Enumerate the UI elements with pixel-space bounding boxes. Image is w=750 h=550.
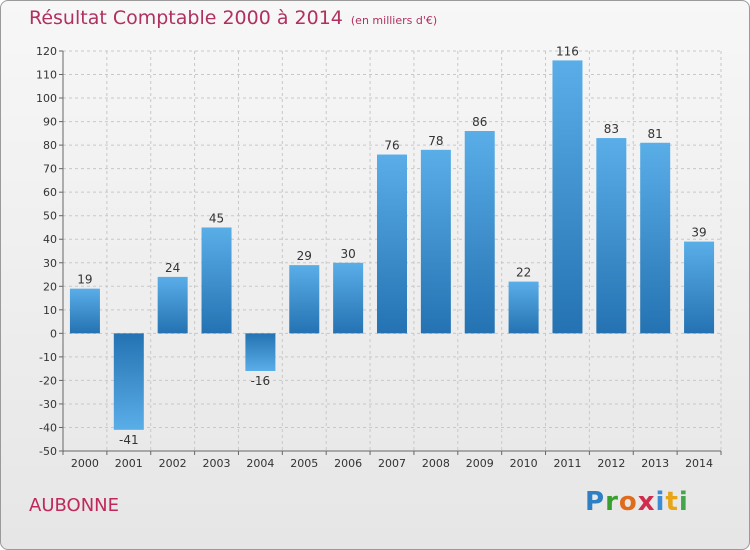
bar-2010 bbox=[508, 281, 539, 334]
x-tick-label: 2010 bbox=[510, 457, 538, 470]
bar-layer: 19 -41 24 45 -16 29 30 76 78 86 22 116 83 81 39 bbox=[69, 44, 715, 447]
y-tick-label: -30 bbox=[39, 398, 57, 411]
x-tick-label: 2002 bbox=[159, 457, 187, 470]
x-tick-label: 2012 bbox=[597, 457, 625, 470]
y-tick-label: 80 bbox=[43, 139, 57, 152]
y-tick-label: 100 bbox=[36, 92, 57, 105]
bar-2005 bbox=[289, 265, 320, 334]
data-label-2006: 30 bbox=[340, 247, 355, 261]
bar-2003 bbox=[201, 227, 232, 334]
commune-name: AUBONNE bbox=[29, 495, 119, 516]
bar-2006 bbox=[333, 262, 364, 334]
y-tick-label: 120 bbox=[36, 45, 57, 58]
data-label-2000: 19 bbox=[77, 273, 92, 287]
data-label-2010: 22 bbox=[516, 266, 531, 280]
y-tick-label: 70 bbox=[43, 163, 57, 176]
x-tick-label: 2004 bbox=[246, 457, 274, 470]
y-tick-label: 10 bbox=[43, 304, 57, 317]
x-tick-label: 2013 bbox=[641, 457, 669, 470]
bar-2012 bbox=[596, 138, 627, 334]
bar-2004 bbox=[245, 333, 276, 371]
data-label-2003: 45 bbox=[209, 211, 224, 225]
y-tick-label: -40 bbox=[39, 421, 57, 434]
x-tick-label: 2009 bbox=[466, 457, 494, 470]
data-label-2009: 86 bbox=[472, 115, 487, 129]
chart-title: Résultat Comptable 2000 à 2014 (en millie… bbox=[29, 7, 437, 29]
x-tick-label: 2001 bbox=[115, 457, 143, 470]
y-tick-label: 40 bbox=[43, 233, 57, 246]
y-tick-label: -50 bbox=[39, 445, 57, 458]
axis-layer: 1201101009080706050403020100-10-20-30-40… bbox=[36, 45, 722, 470]
bar-2008 bbox=[420, 149, 451, 334]
bar-2007 bbox=[377, 154, 407, 334]
data-label-2012: 83 bbox=[604, 122, 619, 136]
bar-2013 bbox=[640, 142, 671, 334]
y-tick-label: 50 bbox=[43, 210, 57, 223]
data-label-2013: 81 bbox=[648, 127, 663, 141]
bar-2000 bbox=[69, 288, 100, 334]
data-label-2001: -41 bbox=[119, 433, 139, 447]
y-tick-label: 30 bbox=[43, 257, 57, 270]
bar-2011 bbox=[552, 60, 583, 334]
data-label-2007: 76 bbox=[384, 139, 399, 153]
y-tick-label: 110 bbox=[36, 69, 57, 82]
bar-2001 bbox=[113, 333, 144, 430]
y-tick-label: 90 bbox=[43, 116, 57, 129]
bar-2002 bbox=[157, 276, 188, 334]
y-tick-label: 0 bbox=[50, 327, 57, 340]
chart-title-text: Résultat Comptable 2000 à 2014 bbox=[29, 7, 343, 29]
data-label-2014: 39 bbox=[691, 226, 706, 240]
x-tick-label: 2011 bbox=[553, 457, 581, 470]
x-tick-label: 2014 bbox=[685, 457, 713, 470]
y-tick-label: -10 bbox=[39, 351, 57, 364]
x-tick-label: 2007 bbox=[378, 457, 406, 470]
y-tick-label: 20 bbox=[43, 280, 57, 293]
bar-2009 bbox=[464, 131, 495, 334]
data-label-2005: 29 bbox=[297, 249, 312, 263]
y-tick-label: -20 bbox=[39, 374, 57, 387]
data-label-2002: 24 bbox=[165, 261, 180, 275]
chart-subtitle: (en milliers d'€) bbox=[350, 14, 438, 27]
y-tick-label: 60 bbox=[43, 186, 57, 199]
x-tick-label: 2008 bbox=[422, 457, 450, 470]
x-tick-label: 2003 bbox=[203, 457, 231, 470]
data-label-2008: 78 bbox=[428, 134, 443, 148]
x-tick-label: 2006 bbox=[334, 457, 362, 470]
proxiti-logo: Proxiti bbox=[585, 487, 689, 517]
bar-2014 bbox=[684, 241, 715, 334]
data-label-2011: 116 bbox=[556, 44, 579, 58]
x-tick-label: 2005 bbox=[290, 457, 318, 470]
data-label-2004: -16 bbox=[251, 374, 271, 388]
x-tick-label: 2000 bbox=[71, 457, 99, 470]
